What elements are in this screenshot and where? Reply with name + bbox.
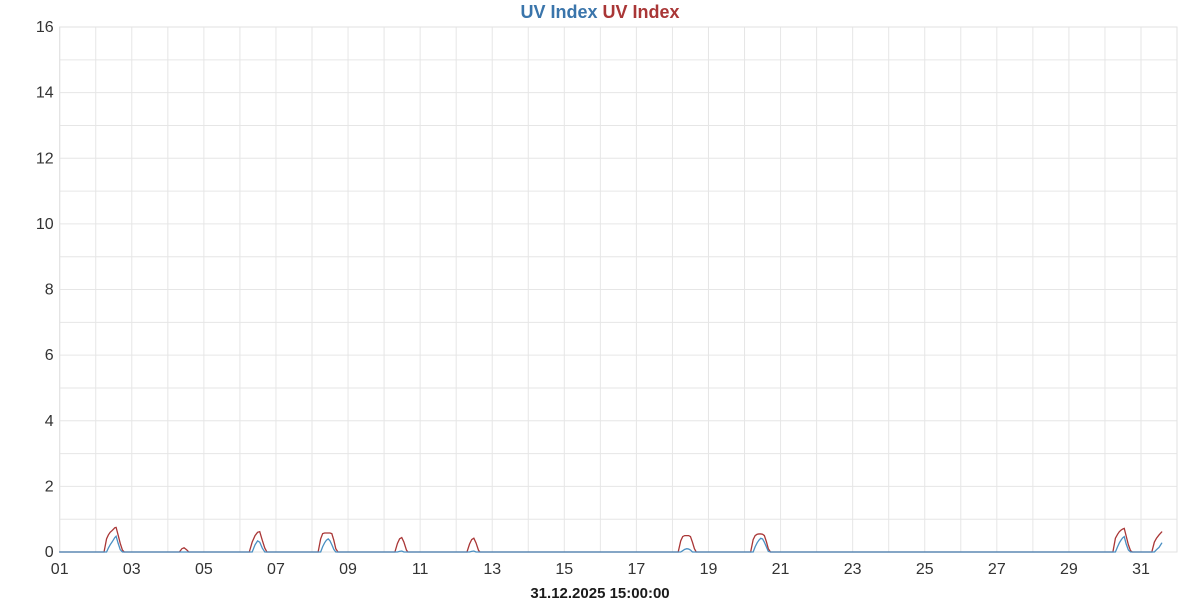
svg-text:14: 14: [36, 85, 54, 102]
svg-text:23: 23: [844, 561, 862, 578]
svg-text:11: 11: [412, 561, 429, 578]
svg-text:03: 03: [123, 561, 141, 578]
svg-text:05: 05: [195, 561, 213, 578]
svg-text:8: 8: [45, 282, 54, 299]
svg-text:19: 19: [700, 561, 718, 578]
svg-text:31: 31: [1132, 561, 1150, 578]
svg-text:25: 25: [916, 561, 934, 578]
svg-text:09: 09: [339, 561, 357, 578]
svg-text:6: 6: [45, 347, 54, 364]
svg-text:27: 27: [988, 561, 1006, 578]
svg-text:21: 21: [772, 561, 790, 578]
svg-text:2: 2: [45, 478, 54, 495]
svg-text:0: 0: [45, 544, 54, 561]
svg-text:10: 10: [36, 216, 54, 233]
svg-text:01: 01: [51, 561, 69, 578]
svg-text:15: 15: [555, 561, 573, 578]
svg-text:13: 13: [483, 561, 501, 578]
svg-text:29: 29: [1060, 561, 1078, 578]
svg-text:07: 07: [267, 561, 285, 578]
svg-text:4: 4: [45, 413, 54, 430]
svg-text:12: 12: [36, 150, 54, 167]
svg-text:17: 17: [627, 561, 645, 578]
